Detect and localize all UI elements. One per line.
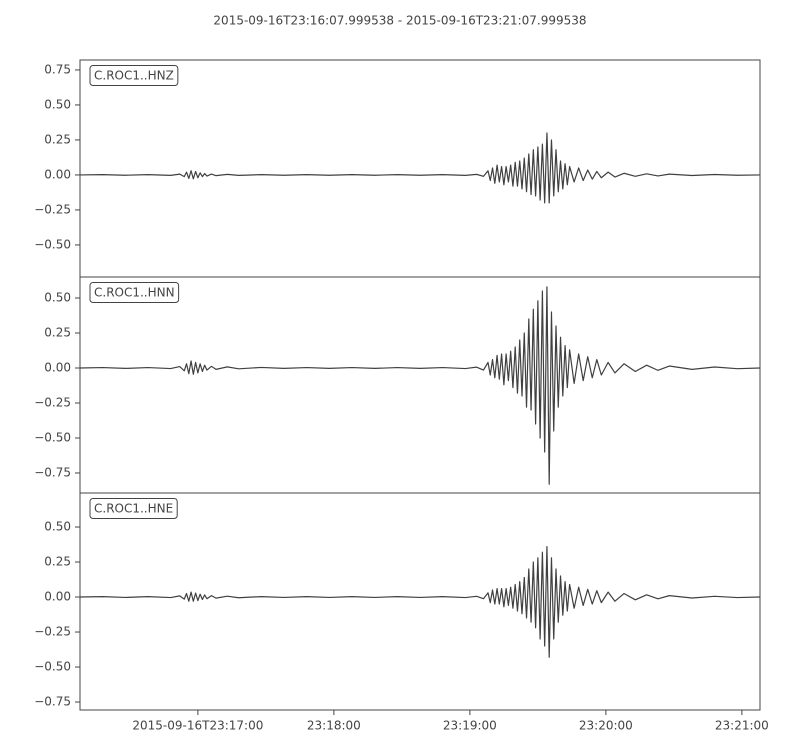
y-tick-label: −0.50: [34, 660, 71, 674]
y-tick-label: −0.25: [34, 625, 71, 639]
y-tick-label: −0.50: [34, 237, 71, 251]
trace-label-box: [89, 282, 180, 303]
panel-frame: [79, 492, 761, 711]
y-tick-label: 0.25: [44, 555, 71, 569]
waveform: [79, 132, 761, 204]
chart-title: 2015-09-16T23:16:07.999538 - 2015-09-16T…: [213, 14, 586, 28]
trace-label: C.ROC1..HNN: [94, 286, 175, 300]
waveform: [79, 546, 761, 658]
y-tick-label: −0.25: [34, 202, 71, 216]
x-tick-label: 23:21:00: [715, 719, 769, 733]
trace-label: C.ROC1..HNZ: [94, 69, 174, 83]
trace-label: C.ROC1..HNE: [94, 502, 173, 516]
x-tick-label: 23:18:00: [307, 719, 361, 733]
y-tick-label: −0.50: [34, 430, 71, 444]
trace-label-box: [89, 498, 178, 519]
y-tick-label: 0.75: [44, 62, 71, 76]
y-tick-label: 0.50: [44, 97, 71, 111]
y-tick-label: 0.00: [44, 590, 71, 604]
x-tick-label: 2015-09-16T23:17:00: [132, 719, 263, 733]
y-tick-label: 0.25: [44, 325, 71, 339]
y-tick-label: 0.50: [44, 290, 71, 304]
y-tick-label: −0.75: [34, 465, 71, 479]
y-tick-label: 0.25: [44, 132, 71, 146]
y-tick-label: 0.00: [44, 360, 71, 374]
panel-frame: [79, 59, 761, 278]
panel-frame: [79, 276, 761, 494]
y-tick-label: −0.25: [34, 395, 71, 409]
y-tick-label: 0.50: [44, 520, 71, 534]
y-tick-label: 0.00: [44, 167, 71, 181]
x-tick-label: 23:19:00: [443, 719, 497, 733]
waveform: [79, 286, 761, 485]
x-tick-label: 23:20:00: [579, 719, 633, 733]
y-tick-label: −0.75: [34, 695, 71, 709]
trace-label-box: [89, 65, 179, 86]
